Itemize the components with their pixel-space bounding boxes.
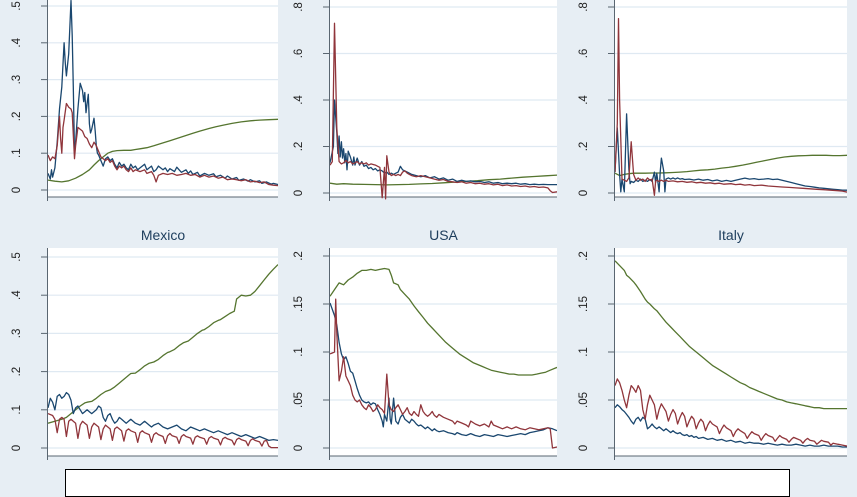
y-tick-label: .4 (293, 95, 305, 105)
line-series-green (330, 267, 557, 376)
y-tick-label: .6 (293, 49, 305, 59)
y-tick-label: .3 (11, 75, 23, 85)
y-tick-label: .4 (578, 95, 590, 105)
y-tick-label: .1 (11, 148, 23, 158)
line-series-maroon (48, 102, 278, 187)
subplot-top-left: 0 .1 .2 .3 .4 .5 (3, 0, 278, 204)
y-tick-label: .8 (578, 2, 590, 12)
y-tick-label: .5 (11, 1, 23, 11)
subplot-mexico: 0 .1 .2 .3 .4 .5 (3, 248, 278, 463)
line-series-navy (330, 99, 557, 186)
line-series-green (615, 260, 847, 410)
line-series-green (48, 264, 278, 424)
subplot-title-usa: USA (429, 227, 458, 243)
y-tick-label: .15 (578, 296, 590, 312)
y-tick-label: .3 (11, 329, 23, 339)
y-tick-label: .1 (293, 347, 305, 357)
y-tick-label: .15 (293, 296, 305, 312)
line-series-navy (330, 302, 557, 438)
y-tick-label: .5 (11, 252, 23, 262)
subplot-title-italy: Italy (718, 227, 744, 243)
line-series-navy (615, 404, 847, 448)
line-series-maroon (48, 412, 278, 449)
y-tick-label: 0 (11, 445, 23, 451)
line-series-maroon (330, 298, 557, 449)
y-tick-label: .1 (578, 347, 590, 357)
y-tick-label: .2 (293, 142, 305, 152)
subplot-italy: 0 .05 .1 .15 .2 (570, 248, 847, 463)
line-series-maroon (615, 17, 847, 196)
y-tick-label: .2 (578, 142, 590, 152)
subplot-top-right: 0 .2 .4 .6 .8 (570, 0, 847, 204)
y-tick-label: .8 (293, 2, 305, 12)
y-tick-label: 0 (578, 445, 590, 451)
line-series-maroon (330, 22, 557, 200)
line-series-navy (615, 113, 847, 193)
line-series-green (615, 154, 847, 177)
legend-box (65, 469, 790, 497)
plot-area (48, 248, 278, 456)
y-tick-label: .2 (578, 251, 590, 261)
y-tick-label: 0 (11, 187, 23, 193)
y-tick-label: .2 (11, 112, 23, 122)
y-tick-label: 0 (293, 190, 305, 196)
line-series-navy (48, 391, 278, 442)
y-tick-label: .2 (11, 367, 23, 377)
y-tick-label: 0 (293, 445, 305, 451)
y-tick-label: .05 (578, 392, 590, 408)
plot-area (48, 0, 278, 197)
y-tick-label: 0 (578, 190, 590, 196)
subplot-top-middle: 0 .2 .4 .6 .8 (285, 0, 557, 204)
line-series-maroon (615, 378, 847, 447)
line-series-green (48, 118, 278, 183)
plot-area (330, 0, 557, 197)
subplot-title-mexico: Mexico (140, 227, 186, 243)
plot-area (615, 0, 847, 197)
y-tick-label: .4 (11, 290, 23, 300)
line-series-green (330, 174, 557, 186)
y-tick-label: .6 (578, 49, 590, 59)
y-tick-label: .4 (11, 37, 23, 47)
y-tick-label: .05 (293, 392, 305, 408)
subplot-usa: 0 .05 .1 .15 .2 (285, 248, 557, 463)
y-tick-label: .1 (11, 405, 23, 415)
y-tick-label: .2 (293, 251, 305, 261)
